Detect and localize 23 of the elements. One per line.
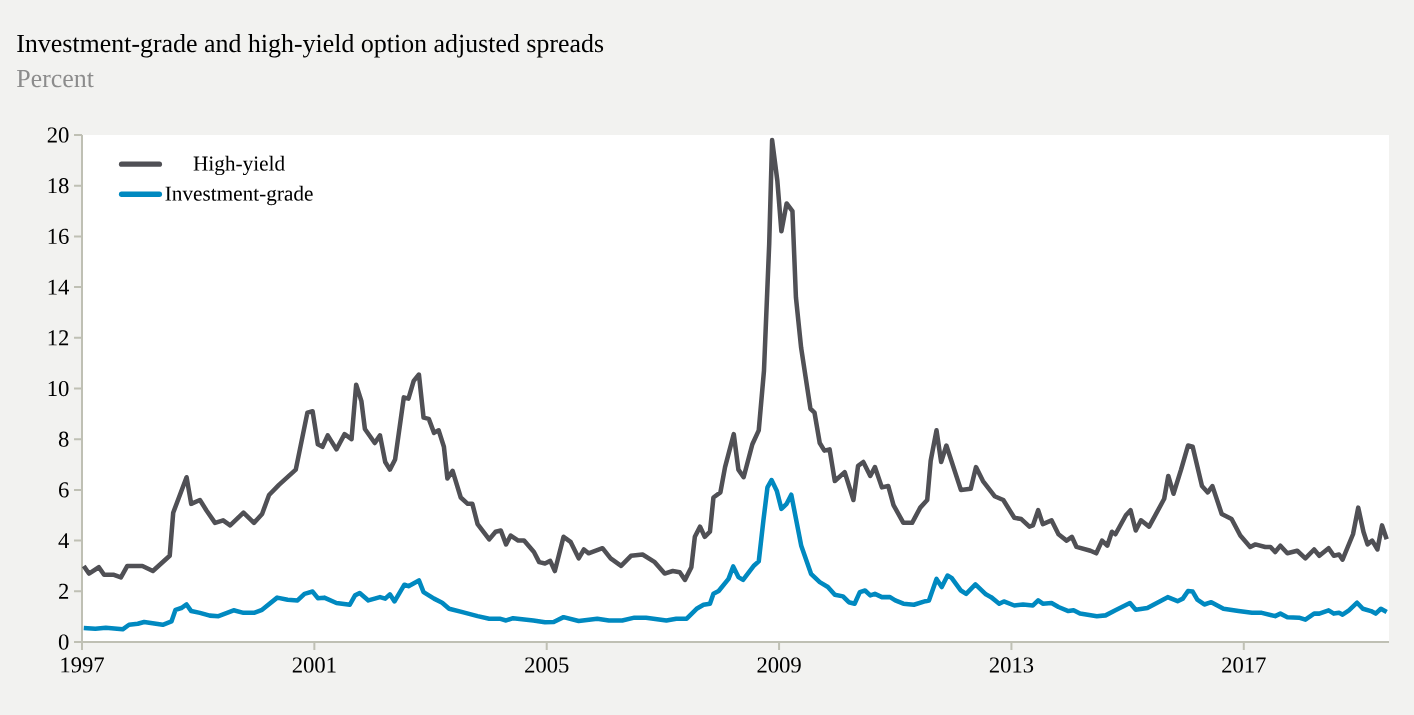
line-series <box>81 137 1389 583</box>
y-tick-label: 14 <box>48 279 69 295</box>
y-tick-label: 6 <box>59 482 69 498</box>
y-tick-label: 8 <box>58 431 69 447</box>
y-tick-label: 18 <box>48 178 69 194</box>
y-tick-label: 0 <box>58 634 69 650</box>
x-tick-label: 2009 <box>757 657 801 673</box>
y-tick-label: 2 <box>59 583 69 599</box>
y-tick-label: 20 <box>47 127 69 143</box>
line-series <box>81 477 1389 632</box>
chart-subtitle: Percent <box>17 70 94 88</box>
legend-label: Investment-grade <box>165 185 313 206</box>
y-tick-label: 12 <box>48 330 69 346</box>
x-tick-label: 2001 <box>292 657 336 673</box>
x-tick-label: 2005 <box>525 657 569 673</box>
x-tick-label: 1997 <box>61 657 104 673</box>
y-tick-label: 4 <box>58 533 69 549</box>
y-tick-label: 16 <box>48 228 69 244</box>
y-tick-label: 10 <box>48 380 69 397</box>
chart-title: Investment-grade and high-yield option adjusted spreads <box>17 34 604 58</box>
legend-label: High-yield <box>193 155 285 176</box>
x-tick-label: 2013 <box>989 657 1034 673</box>
x-tick-label: 2017 <box>1222 657 1266 673</box>
